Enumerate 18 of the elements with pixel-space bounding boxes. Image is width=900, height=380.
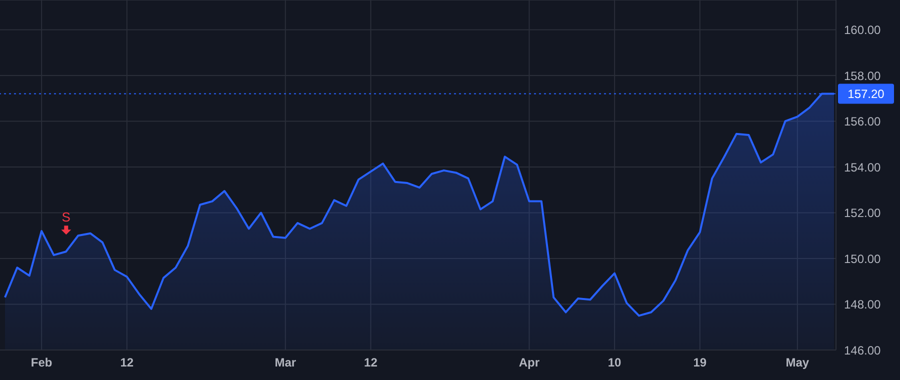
y-tick-label: 156.00: [844, 114, 882, 128]
y-tick-label: 158.00: [844, 68, 882, 83]
x-tick-label: Apr: [518, 356, 540, 370]
y-tick-label: 148.00: [844, 298, 882, 312]
y-tick-label: 160.00: [844, 23, 882, 37]
y-tick-label: 150.00: [844, 252, 882, 266]
x-tick-label: 12: [364, 356, 378, 370]
x-tick-label: 19: [693, 356, 707, 370]
y-tick-label: 152.00: [844, 206, 882, 220]
y-tick-label: 154.00: [844, 160, 882, 174]
x-tick-label: Mar: [274, 356, 296, 370]
x-tick-label: Feb: [30, 356, 52, 370]
x-tick-label: 12: [120, 356, 134, 370]
x-tick-label: 10: [608, 356, 622, 370]
y-tick-label: 146.00: [844, 343, 882, 358]
ref-line-label: 157.20: [848, 86, 885, 101]
annotation: S: [62, 210, 71, 225]
x-tick-label: May: [786, 356, 810, 370]
